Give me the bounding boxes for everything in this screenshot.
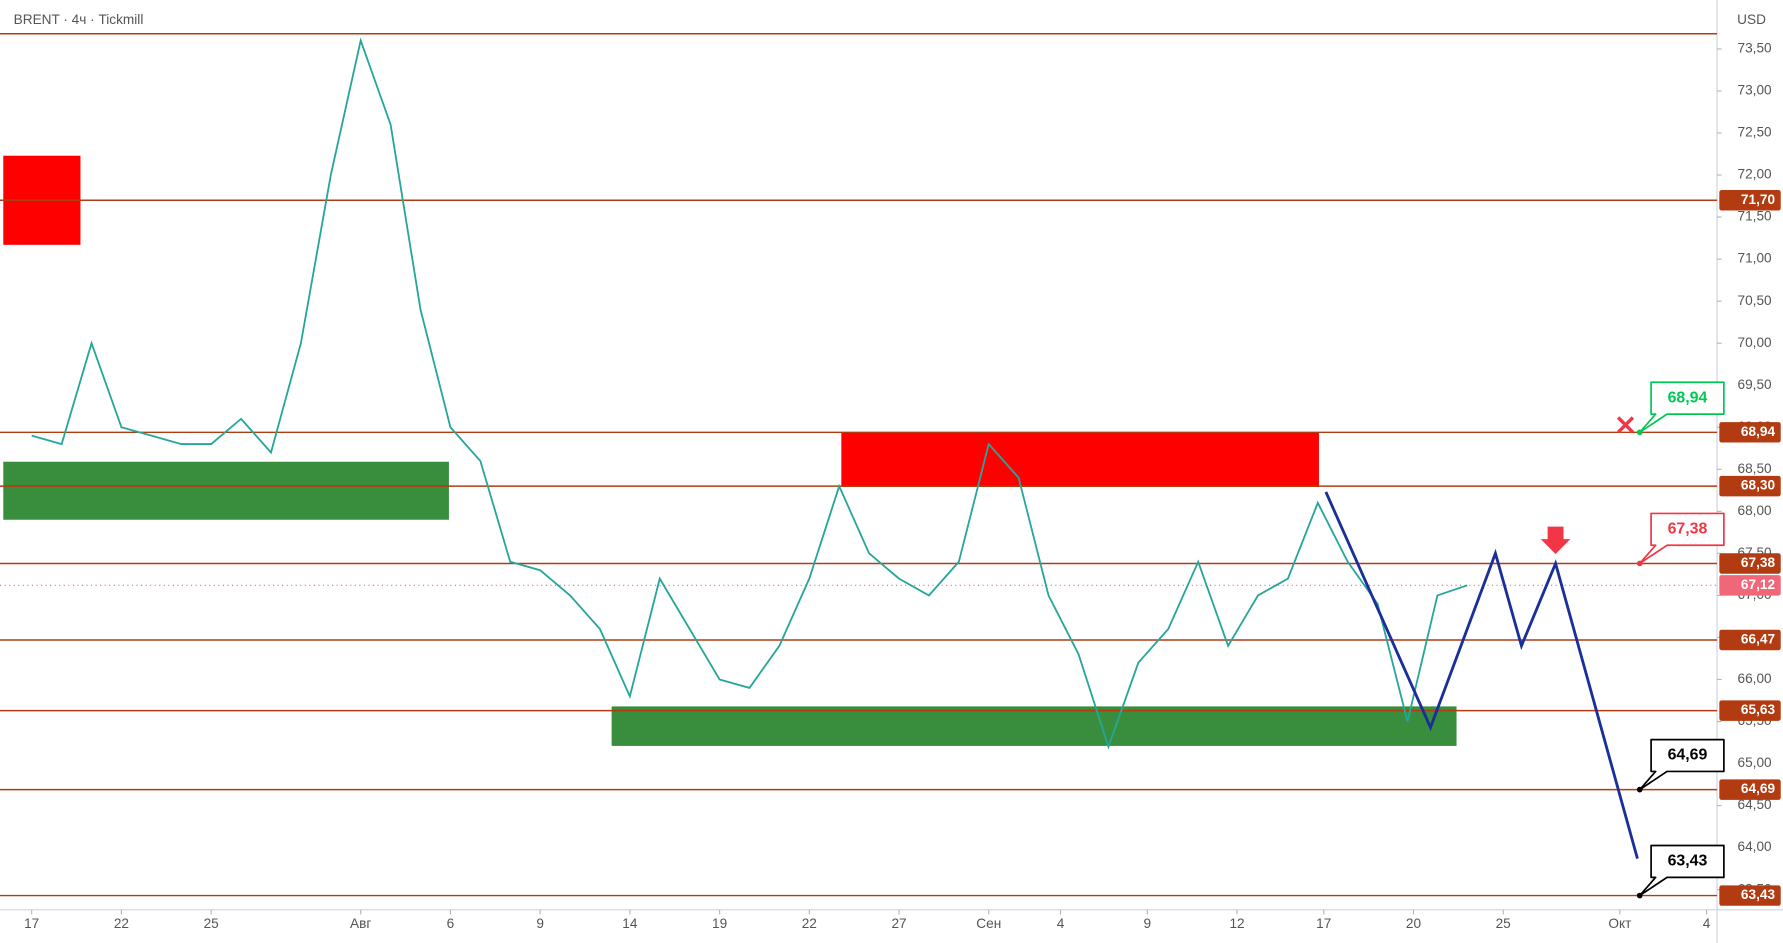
x-tick-label: 17 xyxy=(1316,916,1331,931)
y-tick-label: 70,50 xyxy=(1738,293,1773,308)
x-tick-label: 12 xyxy=(1229,916,1244,931)
x-tick-label: 20 xyxy=(1406,916,1422,931)
x-tick-label: 9 xyxy=(1144,916,1152,931)
level-axis-label: 64,69 xyxy=(1741,781,1776,796)
level-axis-box xyxy=(1719,422,1781,443)
x-tick-label: 27 xyxy=(891,916,906,931)
price-line xyxy=(1324,491,1639,859)
y-tick-label: 72,00 xyxy=(1738,167,1773,182)
y-tick-label: 65,00 xyxy=(1738,755,1773,770)
level-axis-label: 63,43 xyxy=(1741,887,1776,902)
x-tick-label: 22 xyxy=(114,916,129,931)
x-tick-label: 25 xyxy=(1496,916,1511,931)
y-tick-label: 68,50 xyxy=(1738,461,1773,476)
y-tick-label: 72,50 xyxy=(1738,125,1773,140)
level-axis-label: 68,30 xyxy=(1741,478,1776,493)
x-tick-label: 17 xyxy=(24,916,39,931)
x-tick-label: 25 xyxy=(204,916,219,931)
y-tick-label: 70,00 xyxy=(1738,335,1773,350)
symbol-title: BRENT · 4ч · Tickmill xyxy=(14,12,144,27)
x-tick-label: Сен xyxy=(976,916,1001,931)
level-axis-box xyxy=(1719,885,1781,906)
x-tick-label: Авг xyxy=(350,916,371,931)
x-tick-label: 9 xyxy=(536,916,544,931)
level-axis-label: 66,47 xyxy=(1741,632,1775,647)
level-axis-box xyxy=(1719,475,1781,497)
callout-box xyxy=(1638,512,1725,565)
zone xyxy=(3,461,449,520)
level-axis-label: 67,38 xyxy=(1741,555,1776,570)
level-axis-label: 68,94 xyxy=(1741,424,1776,439)
currency: USD xyxy=(1737,12,1766,27)
level-axis-box xyxy=(1719,779,1781,800)
callout-label: 68,94 xyxy=(1668,389,1708,406)
y-tick-label: 73,50 xyxy=(1738,41,1773,56)
cross-mark xyxy=(1616,416,1635,434)
x-tick-label: 4 xyxy=(1057,916,1065,931)
y-tick-label: 69,50 xyxy=(1738,377,1773,392)
y-tick-label: 71,00 xyxy=(1738,251,1773,266)
callout-box xyxy=(1638,844,1725,897)
x-tick-label: Окт xyxy=(1608,916,1631,931)
x-tick-label: 22 xyxy=(802,916,817,931)
level-axis-label: 65,63 xyxy=(1741,702,1776,717)
y-tick-label: 64,00 xyxy=(1738,839,1773,854)
y-tick-label: 73,00 xyxy=(1738,83,1773,98)
y-tick-label: 71,50 xyxy=(1738,209,1773,224)
callout-box xyxy=(1638,738,1725,791)
level-axis-label: 71,70 xyxy=(1741,192,1776,207)
y-tick-label: 64,50 xyxy=(1738,797,1773,812)
level-axis-box xyxy=(1719,190,1781,211)
callout-label: 63,43 xyxy=(1668,853,1708,870)
x-tick-label: 19 xyxy=(712,916,727,931)
level-axis-box xyxy=(1719,553,1781,574)
y-tick-label: 66,00 xyxy=(1738,671,1773,686)
x-tick-label: 4 xyxy=(1703,916,1711,931)
x-tick-label: 6 xyxy=(447,916,455,931)
callout-label: 64,69 xyxy=(1668,747,1708,764)
price-line xyxy=(31,37,1468,750)
zone xyxy=(841,432,1319,487)
current-price-label: 67,12 xyxy=(1741,577,1776,592)
current-price-box xyxy=(1719,575,1781,596)
y-tick-label: 68,00 xyxy=(1738,503,1773,518)
callout-box xyxy=(1638,381,1725,434)
zone xyxy=(611,706,1457,746)
level-axis-box xyxy=(1719,629,1781,651)
callout-label: 67,38 xyxy=(1668,521,1708,538)
level-axis-box xyxy=(1719,700,1781,721)
x-tick-label: 14 xyxy=(622,916,638,931)
sell-arrow xyxy=(1540,526,1571,554)
